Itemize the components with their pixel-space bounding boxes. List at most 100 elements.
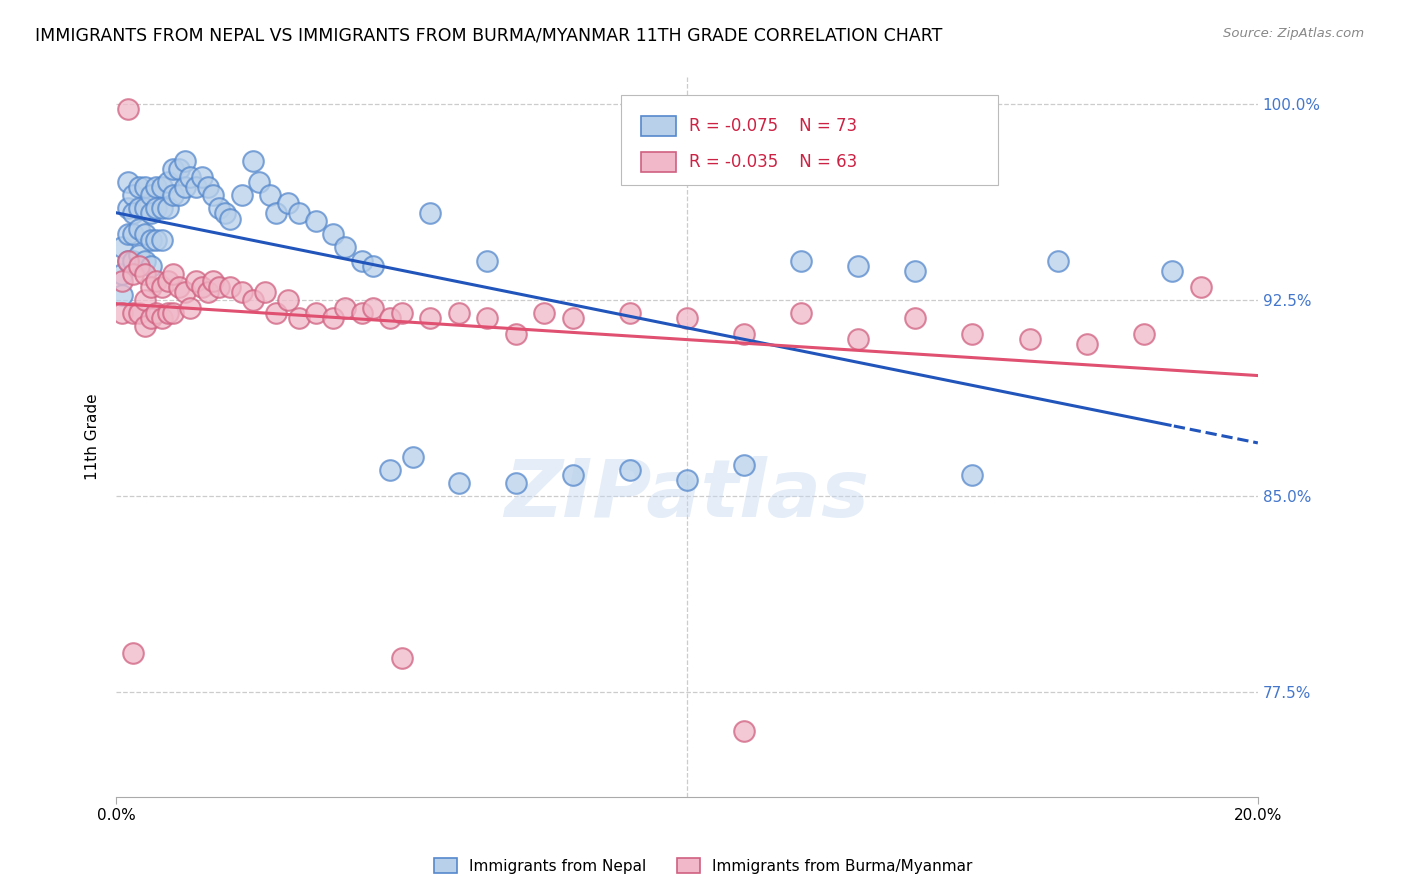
Point (134, 201, 156, 215)
Point (111, 240, 134, 254)
Point (139, 259, 162, 273)
Point (122, 306, 145, 320)
Point (419, 311, 441, 326)
Point (117, 227, 139, 242)
Point (208, 201, 231, 215)
Point (111, 306, 134, 320)
Point (128, 222, 150, 236)
Point (477, 253, 499, 268)
Point (128, 180, 150, 194)
Point (733, 326, 755, 341)
Point (733, 724, 755, 739)
Point (128, 248, 150, 262)
Point (561, 311, 583, 326)
Legend: Immigrants from Nepal, Immigrants from Burma/Myanmar: Immigrants from Nepal, Immigrants from B… (427, 852, 979, 880)
Point (186, 275, 208, 289)
Point (322, 311, 344, 326)
Bar (641, 116, 676, 136)
Point (173, 285, 195, 299)
Point (191, 279, 214, 293)
Point (111, 267, 134, 281)
Point (145, 233, 167, 247)
Point (533, 306, 555, 320)
Point (846, 332, 869, 346)
Point (561, 467, 583, 482)
Point (288, 206, 311, 220)
Y-axis label: 11th Grade: 11th Grade (86, 393, 100, 481)
Point (179, 169, 201, 184)
Point (150, 233, 173, 247)
Point (167, 279, 190, 293)
Point (288, 311, 311, 326)
Point (156, 306, 179, 320)
Point (361, 259, 384, 273)
Point (197, 180, 219, 194)
Point (1047, 253, 1070, 268)
Point (242, 293, 264, 307)
Text: R = -0.035    N = 63: R = -0.035 N = 63 (689, 153, 858, 171)
Point (139, 233, 162, 247)
Point (447, 475, 470, 490)
Point (145, 306, 167, 320)
Text: ZIPatlas: ZIPatlas (505, 456, 869, 533)
Text: Source: ZipAtlas.com: Source: ZipAtlas.com (1223, 27, 1364, 40)
Point (156, 175, 179, 189)
Point (145, 275, 167, 289)
Point (117, 102, 139, 116)
Point (962, 467, 984, 482)
Point (477, 311, 499, 326)
Point (122, 227, 145, 242)
Point (122, 253, 145, 268)
Point (150, 279, 173, 293)
Point (167, 161, 190, 176)
Point (380, 463, 402, 477)
Point (139, 188, 162, 202)
Point (117, 253, 139, 268)
Point (167, 188, 190, 202)
Point (276, 196, 298, 211)
Point (247, 175, 270, 189)
Point (447, 306, 470, 320)
Point (305, 306, 328, 320)
Point (619, 306, 641, 320)
Point (350, 253, 373, 268)
Point (173, 154, 195, 169)
Point (231, 285, 253, 299)
Point (259, 188, 281, 202)
Point (214, 206, 236, 220)
Point (790, 253, 813, 268)
Point (150, 180, 173, 194)
Point (1018, 332, 1040, 346)
Bar (641, 152, 676, 172)
Point (350, 306, 373, 320)
Point (122, 646, 145, 660)
Point (322, 227, 344, 242)
Point (361, 301, 384, 315)
Point (333, 240, 356, 254)
Point (391, 651, 413, 665)
Point (197, 285, 219, 299)
Point (162, 161, 184, 176)
Point (904, 311, 927, 326)
Point (264, 306, 287, 320)
Point (1161, 264, 1184, 278)
Point (111, 287, 134, 301)
Point (134, 180, 156, 194)
Point (162, 267, 184, 281)
Point (122, 206, 145, 220)
Point (139, 206, 162, 220)
Point (402, 450, 425, 464)
Point (219, 211, 242, 226)
Point (264, 206, 287, 220)
Point (419, 206, 441, 220)
Point (253, 285, 276, 299)
Point (676, 311, 699, 326)
Point (276, 293, 298, 307)
Point (1189, 279, 1212, 293)
Point (145, 201, 167, 215)
Point (122, 188, 145, 202)
Point (134, 227, 156, 242)
Point (219, 279, 242, 293)
Point (391, 306, 413, 320)
Point (156, 201, 179, 215)
